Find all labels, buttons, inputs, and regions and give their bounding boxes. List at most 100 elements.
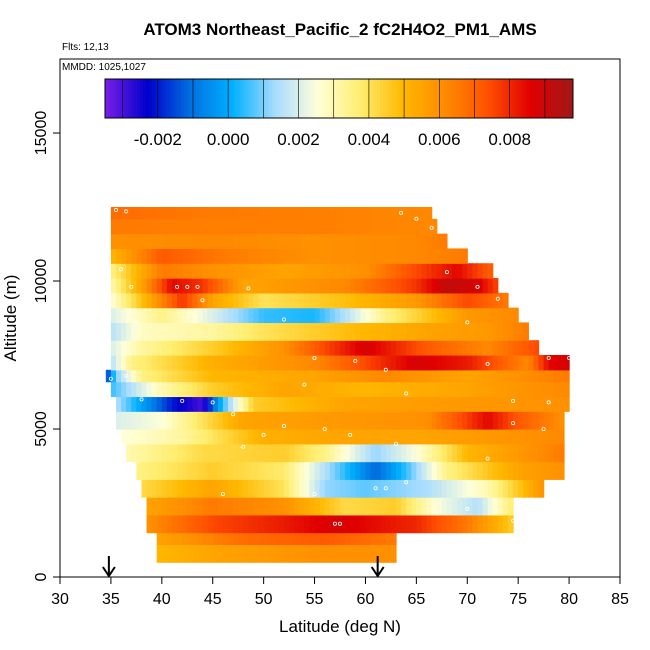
heatmap-cell [446,497,453,516]
heatmap-cell [141,278,148,294]
heatmap-cell [253,369,260,383]
heatmap-cell [273,429,280,445]
heatmap-cell [548,381,555,398]
heatmap-cell [278,544,285,563]
heatmap-cell [365,443,372,463]
heatmap-cell [457,381,463,398]
colorbar-segment [339,79,343,118]
heatmap-cell [401,207,407,220]
heatmap-cell [558,443,565,463]
colorbar-segment [195,79,200,118]
heatmap-cell [411,233,417,250]
heatmap-cell [406,248,412,264]
heatmap-cell [151,218,158,235]
heatmap-cell [212,355,219,371]
heatmap-cell [202,411,209,430]
colorbar-segment [239,79,243,118]
heatmap-cell [360,429,367,445]
heatmap-cell [390,461,397,480]
heatmap-cell [411,263,417,279]
heatmap-cell [426,292,433,309]
heatmap-cell [222,396,229,412]
sample-point [383,486,388,491]
heatmap-cell [116,292,122,309]
heatmap-cell [406,263,412,279]
heatmap-cell [345,278,351,294]
heatmap-cell [462,479,468,498]
heatmap-cell [385,322,392,341]
heatmap-cell [329,443,336,463]
colorbar-segment [315,79,320,118]
sample-point [353,358,358,363]
heatmap-cell [523,443,529,463]
heatmap-cell [253,514,260,534]
heatmap-cell [396,429,402,445]
heatmap-cell [131,248,137,264]
heatmap-cell [345,479,351,498]
sample-point [348,432,353,437]
heatmap-cell [228,369,234,383]
heatmap-cell [238,461,244,480]
heatmap-cell [166,355,173,371]
heatmap-cell [380,292,387,309]
heatmap-cell [314,497,321,516]
heatmap-cell [446,479,453,498]
heatmap-cell [182,340,188,356]
heatmap-cell [156,263,163,279]
heatmap-cell [350,514,356,534]
heatmap-cell [513,369,519,383]
heatmap-cell [457,429,463,445]
heatmap-cell [161,532,168,546]
heatmap-cell [355,381,361,398]
heatmap-cell [462,292,468,309]
heatmap-cell [426,207,433,220]
heatmap-cell [116,233,122,250]
heatmap-cell [543,396,550,412]
heatmap-cell [304,514,311,534]
heatmap-cell [192,218,199,235]
heatmap-cell [457,278,463,294]
heatmap-cell [182,544,188,563]
heatmap-cell [289,429,295,445]
heatmap-cell [177,207,183,220]
heatmap-cell [538,396,545,412]
heatmap-cell [131,411,137,430]
heatmap-cell [533,369,540,383]
heatmap-cell [401,340,407,356]
heatmap-cell [385,369,392,383]
heatmap-cell [370,322,377,341]
heatmap-cell [243,443,249,463]
heatmap-cell [263,461,270,480]
heatmap-cell [161,322,168,341]
heatmap-cell [151,381,158,398]
heatmap-cell [294,278,300,294]
heatmap-cell [396,381,402,398]
heatmap-cell [538,429,545,445]
heatmap-cell [329,532,336,546]
heatmap-cell [350,544,356,563]
heatmap-cell [166,278,173,294]
heatmap-cell [370,544,377,563]
heatmap-cell [340,340,346,356]
heatmap-cell [370,278,377,294]
heatmap-cell [411,248,417,264]
heatmap-cell [141,443,148,463]
heatmap-cell [375,355,382,371]
heatmap-cell [136,396,143,412]
heatmap-cell [528,369,535,383]
heatmap-cell [192,369,199,383]
heatmap-cell [299,532,305,546]
heatmap-cell [207,443,214,463]
heatmap-cell [518,411,524,430]
colorbar-segment [262,79,267,118]
heatmap-cell [324,355,331,371]
heatmap-cell [182,322,188,341]
heatmap-cell [228,263,234,279]
heatmap-cell [243,248,249,264]
heatmap-cell [533,411,540,430]
heatmap-cell [177,544,183,563]
x-axis: 30 35 40 45 50 55 60 65 70 75 80 85 [51,577,629,608]
heatmap-cell [340,369,346,383]
heatmap-cell [472,307,479,324]
heatmap-cell [492,381,499,398]
